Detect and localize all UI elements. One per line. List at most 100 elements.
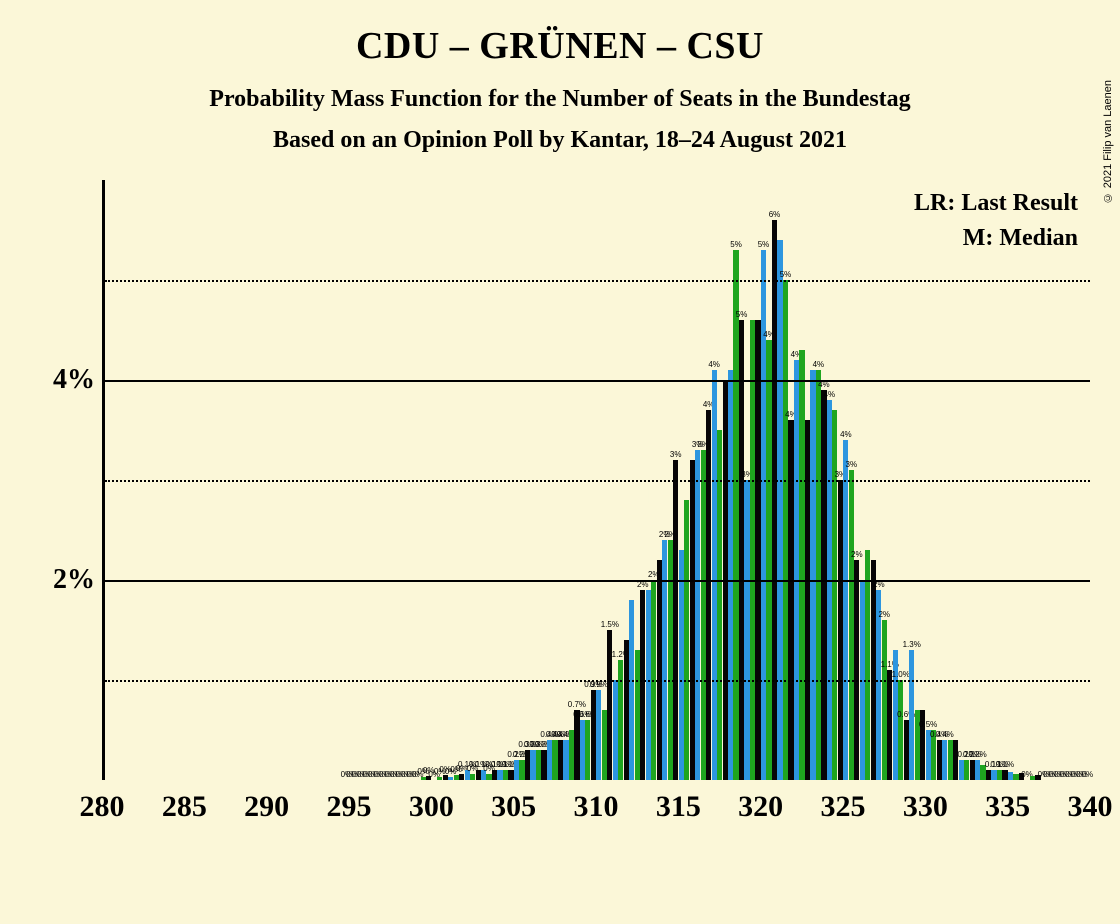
bar-csu: 0.4%: [552, 740, 557, 780]
bar-csu: 3%: [849, 470, 854, 780]
x-axis-tick: 340: [1068, 790, 1113, 824]
bar-value-label: 4%: [824, 390, 836, 399]
bar-value-label: 5%: [780, 270, 792, 279]
bar-grünen: [629, 600, 634, 780]
bar-grünen: 4%: [712, 370, 717, 780]
bar-csu: 2%: [882, 620, 887, 780]
bar-cdu: 6%: [772, 220, 777, 780]
gridline: [105, 580, 1090, 582]
bar-csu: 4%: [766, 340, 771, 780]
bar-value-label: 0.2%: [968, 750, 986, 759]
bar-grünen: 0.4%: [942, 740, 947, 780]
bar-cdu: 0.1%: [508, 770, 513, 780]
bar-value-label: 4%: [708, 360, 720, 369]
bar-csu: [602, 710, 607, 780]
bar-grünen: 4%: [843, 440, 848, 780]
bar-cdu: 5%: [739, 320, 744, 780]
bar-value-label: 0.5%: [919, 720, 937, 729]
x-axis-tick: 305: [491, 790, 536, 824]
bar-csu: 5%: [783, 280, 788, 780]
bar-csu: [750, 320, 755, 780]
gridline: [105, 680, 1090, 682]
x-axis-tick: 285: [162, 790, 207, 824]
x-axis-tick: 325: [821, 790, 866, 824]
bar-value-label: 1.3%: [903, 640, 921, 649]
bar-cdu: [953, 740, 958, 780]
bar-grünen: 0.2%: [975, 760, 980, 780]
bar-cdu: 0.4%: [558, 740, 563, 780]
x-axis-tick: 330: [903, 790, 948, 824]
bar-cdu: 0.1%: [492, 770, 497, 780]
gridline: [105, 280, 1090, 282]
bar-cdu: 0.7%: [574, 710, 579, 780]
bar-value-label: 0.4%: [936, 730, 954, 739]
bar-csu: [717, 430, 722, 780]
copyright-text: © 2021 Filip van Laenen: [1102, 80, 1114, 203]
x-axis-tick: 290: [244, 790, 289, 824]
bar-grünen: 1.3%: [909, 650, 914, 780]
bar-grünen: 0.4%: [563, 740, 568, 780]
chart-subtitle-2: Based on an Opinion Poll by Kantar, 18–2…: [0, 113, 1120, 154]
bar-value-label: 3%: [846, 460, 858, 469]
bar-csu: [832, 410, 837, 780]
bar-csu: 0.6%: [585, 720, 590, 780]
bar-value-label: 2%: [878, 610, 890, 619]
y-axis-label: 2%: [53, 564, 95, 596]
bar-cdu: [986, 770, 991, 780]
bar-grünen: [679, 550, 684, 780]
bar-grünen: 4%: [794, 360, 799, 780]
bar-cdu: 0.3%: [525, 750, 530, 780]
bar-value-label: 2%: [851, 550, 863, 559]
bar-csu: 0.2%: [519, 760, 524, 780]
bar-cdu: 0.9%: [591, 690, 596, 780]
bar-value-label: 5%: [758, 240, 770, 249]
bar-cdu: 4%: [821, 390, 826, 780]
bar-grünen: 3%: [695, 450, 700, 780]
bar-grünen: 0.6%: [580, 720, 585, 780]
x-axis-tick: 315: [656, 790, 701, 824]
x-axis-tick: 280: [80, 790, 125, 824]
bar-cdu: [624, 640, 629, 780]
chart-container: LR: Last Result M: Median 0%0%0%0%0%0%0%…: [50, 180, 1090, 840]
bar-cdu: [755, 320, 760, 780]
bar-grünen: 0.2%: [514, 760, 519, 780]
gridline: [105, 480, 1090, 482]
bar-cdu: [805, 420, 810, 780]
bar-cdu: 0.2%: [970, 760, 975, 780]
bar-csu: 0.2%: [964, 760, 969, 780]
bar-value-label: 4%: [840, 430, 852, 439]
bar-grünen: 0.1%: [497, 770, 502, 780]
bar-csu: 1.0%: [898, 680, 903, 780]
bar-cdu: 2%: [854, 560, 859, 780]
bar-cdu: 3%: [838, 480, 843, 780]
bar-grünen: 0.9%: [596, 690, 601, 780]
x-axis: 280285290295300305310315320325330335340: [102, 780, 1090, 840]
bar-value-label: 0.1%: [996, 760, 1014, 769]
bar-cdu: 4%: [788, 420, 793, 780]
bar-csu: [684, 500, 689, 780]
bar-grünen: 2%: [662, 540, 667, 780]
bar-csu: 0.1%: [503, 770, 508, 780]
bar-grünen: [777, 240, 782, 780]
bar-csu: [948, 740, 953, 780]
bar-cdu: [871, 560, 876, 780]
bar-value-label: 4%: [813, 360, 825, 369]
bar-cdu: 1.1%: [887, 670, 892, 780]
bar-cdu: 0.3%: [541, 750, 546, 780]
marker-lr: LR: [631, 479, 666, 510]
bar-csu: [569, 730, 574, 780]
bar-grünen: 0.3%: [530, 750, 535, 780]
bar-cdu: 0.6%: [904, 720, 909, 780]
plot-area: LR: Last Result M: Median 0%0%0%0%0%0%0%…: [102, 180, 1090, 780]
bar-csu: 0.1%: [997, 770, 1002, 780]
bar-cdu: 0.1%: [476, 770, 481, 780]
bar-grünen: [613, 680, 618, 780]
bar-grünen: [1008, 772, 1013, 780]
x-axis-tick: 295: [327, 790, 372, 824]
bar-cdu: 0.1%: [1002, 770, 1007, 780]
bar-csu: [865, 550, 870, 780]
bar-grünen: [959, 760, 964, 780]
bar-grünen: [646, 590, 651, 780]
bar-grünen: 4%: [827, 400, 832, 780]
bar-csu: 1.2%: [618, 660, 623, 780]
